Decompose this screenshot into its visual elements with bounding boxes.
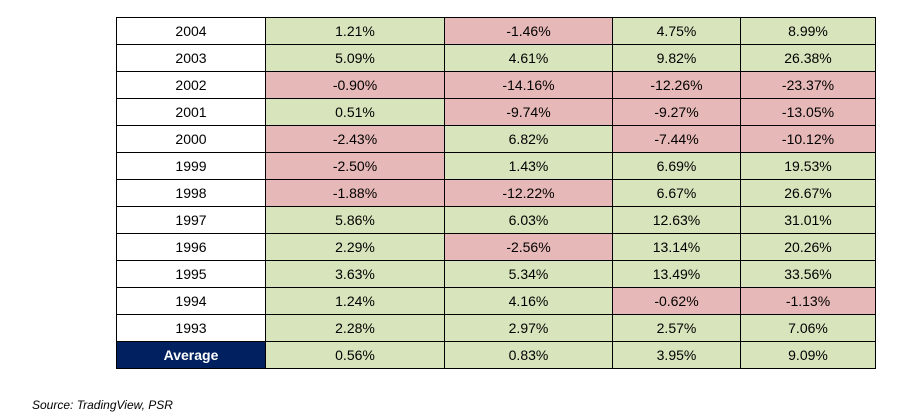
return-cell: -14.16% [444, 71, 613, 99]
return-cell: 12.63% [612, 206, 741, 234]
return-cell: 5.86% [265, 206, 445, 234]
return-cell: 1.43% [444, 152, 613, 180]
table-row: 1998 -1.88% -12.22% 6.67% 26.67% [116, 179, 876, 207]
return-cell: 13.14% [612, 233, 741, 261]
return-cell: 3.63% [265, 260, 445, 288]
average-cell: 0.56% [265, 341, 445, 369]
table-row: 1997 5.86% 6.03% 12.63% 31.01% [116, 206, 876, 234]
average-label: Average [116, 341, 266, 369]
return-cell: 2.57% [612, 314, 741, 342]
table-row: 2002 -0.90% -14.16% -12.26% -23.37% [116, 71, 876, 99]
average-cell: 3.95% [612, 341, 741, 369]
year-cell: 2004 [116, 17, 266, 45]
return-cell: -12.26% [612, 71, 741, 99]
year-cell: 2002 [116, 71, 266, 99]
year-cell: 1998 [116, 179, 266, 207]
return-cell: -9.27% [612, 98, 741, 126]
return-cell: -13.05% [740, 98, 876, 126]
return-cell: -2.43% [265, 125, 445, 153]
return-cell: -2.56% [444, 233, 613, 261]
year-cell: 1995 [116, 260, 266, 288]
table-row: 1995 3.63% 5.34% 13.49% 33.56% [116, 260, 876, 288]
return-cell: -9.74% [444, 98, 613, 126]
year-cell: 2001 [116, 98, 266, 126]
year-cell: 1996 [116, 233, 266, 261]
return-cell: 4.61% [444, 44, 613, 72]
table-row: 2003 5.09% 4.61% 9.82% 26.38% [116, 44, 876, 72]
return-cell: 2.28% [265, 314, 445, 342]
return-cell: 2.97% [444, 314, 613, 342]
return-cell: 6.03% [444, 206, 613, 234]
return-cell: -0.90% [265, 71, 445, 99]
return-cell: 9.82% [612, 44, 741, 72]
return-cell: 5.34% [444, 260, 613, 288]
table-row: 1993 2.28% 2.97% 2.57% 7.06% [116, 314, 876, 342]
table-row: 1999 -2.50% 1.43% 6.69% 19.53% [116, 152, 876, 180]
return-cell: -23.37% [740, 71, 876, 99]
table-row: 1994 1.24% 4.16% -0.62% -1.13% [116, 287, 876, 315]
table-row: 2000 -2.43% 6.82% -7.44% -10.12% [116, 125, 876, 153]
return-cell: -1.46% [444, 17, 613, 45]
return-cell: 6.82% [444, 125, 613, 153]
return-cell: -7.44% [612, 125, 741, 153]
return-cell: 8.99% [740, 17, 876, 45]
returns-table: 2004 1.21% -1.46% 4.75% 8.99% 2003 5.09% 4.61% 9… [116, 17, 876, 369]
return-cell: -10.12% [740, 125, 876, 153]
source-note: Source: TradingView, PSR [32, 398, 173, 412]
return-cell: -1.13% [740, 287, 876, 315]
return-cell: 1.24% [265, 287, 445, 315]
return-cell: 2.29% [265, 233, 445, 261]
return-cell: 4.75% [612, 17, 741, 45]
returns-table-body: 2004 1.21% -1.46% 4.75% 8.99% 2003 5.09% 4.61% 9… [116, 17, 876, 369]
return-cell: -12.22% [444, 179, 613, 207]
return-cell: 20.26% [740, 233, 876, 261]
return-cell: 13.49% [612, 260, 741, 288]
return-cell: 6.67% [612, 179, 741, 207]
return-cell: -1.88% [265, 179, 445, 207]
year-cell: 1999 [116, 152, 266, 180]
return-cell: 1.21% [265, 17, 445, 45]
year-cell: 1997 [116, 206, 266, 234]
return-cell: -0.62% [612, 287, 741, 315]
return-cell: 7.06% [740, 314, 876, 342]
return-cell: 33.56% [740, 260, 876, 288]
return-cell: 19.53% [740, 152, 876, 180]
average-cell: 9.09% [740, 341, 876, 369]
return-cell: 4.16% [444, 287, 613, 315]
return-cell: 0.51% [265, 98, 445, 126]
return-cell: -2.50% [265, 152, 445, 180]
year-cell: 1993 [116, 314, 266, 342]
average-row: Average 0.56% 0.83% 3.95% 9.09% [116, 341, 876, 369]
table-row: 2001 0.51% -9.74% -9.27% -13.05% [116, 98, 876, 126]
table-row: 2004 1.21% -1.46% 4.75% 8.99% [116, 17, 876, 45]
return-cell: 26.38% [740, 44, 876, 72]
return-cell: 26.67% [740, 179, 876, 207]
year-cell: 2003 [116, 44, 266, 72]
table-row: 1996 2.29% -2.56% 13.14% 20.26% [116, 233, 876, 261]
average-cell: 0.83% [444, 341, 613, 369]
return-cell: 5.09% [265, 44, 445, 72]
year-cell: 2000 [116, 125, 266, 153]
year-cell: 1994 [116, 287, 266, 315]
return-cell: 31.01% [740, 206, 876, 234]
return-cell: 6.69% [612, 152, 741, 180]
